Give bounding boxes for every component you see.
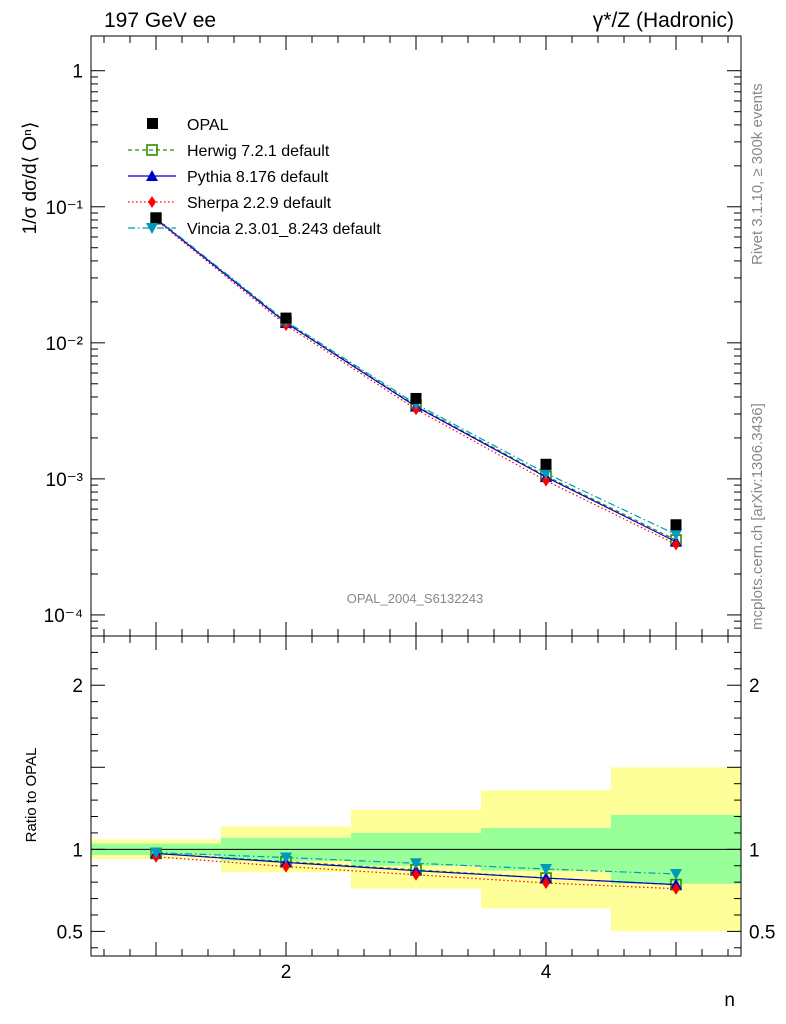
main-point-opal bbox=[410, 392, 422, 404]
x-axis-label: n bbox=[724, 990, 735, 1011]
main-data-points bbox=[150, 212, 682, 531]
legend-label-sherpa: Sherpa 2.2.9 default bbox=[187, 195, 332, 212]
legend: OPAL Herwig 7.2.1 default Pythia 8.176 de… bbox=[128, 117, 381, 238]
ratio-point-sherpa bbox=[282, 860, 290, 873]
legend-marker-vincia bbox=[146, 223, 158, 234]
main-series bbox=[150, 212, 682, 551]
main-y-tick-label: 10⁻³ bbox=[46, 470, 84, 491]
ratio-y-tick-label-left: 2 bbox=[72, 676, 83, 697]
main-point-opal bbox=[150, 212, 162, 224]
ratio-y-tick-label-left: 1 bbox=[72, 840, 83, 861]
mcplots-label: mcplots.cern.ch [arXiv:1306.3436] bbox=[749, 403, 766, 630]
main-y-axis-label: 1/σ dσ/d⟨ Oⁿ⟩ bbox=[20, 122, 41, 235]
legend-marker-sherpa bbox=[148, 196, 156, 208]
ratio-point-vincia bbox=[540, 864, 552, 876]
main-y-tick-label: 10⁻⁴ bbox=[44, 606, 83, 627]
ratio-panel: 0.5 0.5 1 1 2 2 bbox=[57, 635, 775, 957]
ratio-y-tick-label-right: 1 bbox=[749, 840, 760, 861]
ratio-uncertainty-bands bbox=[91, 767, 741, 932]
main-point-vincia bbox=[670, 529, 682, 541]
main-point-opal bbox=[280, 312, 292, 324]
main-y-tick-label: 10⁻¹ bbox=[46, 198, 84, 219]
main-line-vincia bbox=[155, 217, 677, 536]
ratio-y-axis-label: Ratio to OPAL bbox=[23, 748, 40, 843]
ratio-y-ticks: 0.5 0.5 1 1 2 2 bbox=[57, 651, 775, 949]
ratio-point-vincia bbox=[670, 868, 682, 880]
legend-label-opal: OPAL bbox=[187, 117, 229, 134]
legend-marker-pythia bbox=[146, 170, 158, 181]
main-line-sherpa bbox=[155, 219, 677, 545]
ratio-point-sherpa bbox=[672, 882, 680, 895]
ratio-point-sherpa bbox=[412, 868, 420, 881]
main-panel: 1 10⁻¹ 10⁻² 10⁻³ 10⁻⁴ bbox=[44, 35, 742, 637]
main-y-tick-label: 1 bbox=[72, 62, 83, 83]
main-y-tick-label: 10⁻² bbox=[46, 334, 84, 355]
ratio-point-sherpa bbox=[542, 876, 550, 889]
x-tick-label: 4 bbox=[541, 962, 552, 983]
header-right-title: γ*/Z (Hadronic) bbox=[593, 9, 734, 32]
main-point-opal bbox=[540, 458, 552, 470]
x-tick-label: 2 bbox=[281, 962, 292, 983]
ratio-point-vincia bbox=[280, 852, 292, 864]
legend-marker-herwig bbox=[146, 144, 158, 156]
ratio-point-vincia bbox=[150, 847, 162, 859]
header-left-title: 197 GeV ee bbox=[104, 9, 216, 32]
legend-marker-opal bbox=[147, 118, 158, 129]
main-point-vincia bbox=[540, 468, 552, 480]
ratio-point-vincia bbox=[410, 858, 422, 870]
ratio-y-tick-label-right: 0.5 bbox=[749, 922, 775, 943]
analysis-id-label: OPAL_2004_S6132243 bbox=[347, 591, 483, 606]
legend-label-herwig: Herwig 7.2.1 default bbox=[187, 143, 330, 160]
legend-label-vincia: Vincia 2.3.01_8.243 default bbox=[187, 221, 381, 238]
rivet-version-label: Rivet 3.1.10, ≥ 300k events bbox=[749, 83, 766, 265]
legend-label-pythia: Pythia 8.176 default bbox=[187, 169, 329, 186]
ratio-series bbox=[150, 847, 682, 895]
main-line-pythia bbox=[155, 218, 677, 543]
ratio-y-tick-label-left: 0.5 bbox=[57, 922, 83, 943]
main-point-sherpa bbox=[672, 538, 680, 551]
main-point-opal bbox=[670, 519, 682, 531]
ratio-y-tick-label-right: 2 bbox=[749, 676, 760, 697]
main-y-ticks: 1 10⁻¹ 10⁻² 10⁻³ 10⁻⁴ bbox=[44, 36, 741, 637]
main-line-herwig bbox=[155, 218, 677, 541]
main-point-sherpa bbox=[542, 474, 550, 487]
